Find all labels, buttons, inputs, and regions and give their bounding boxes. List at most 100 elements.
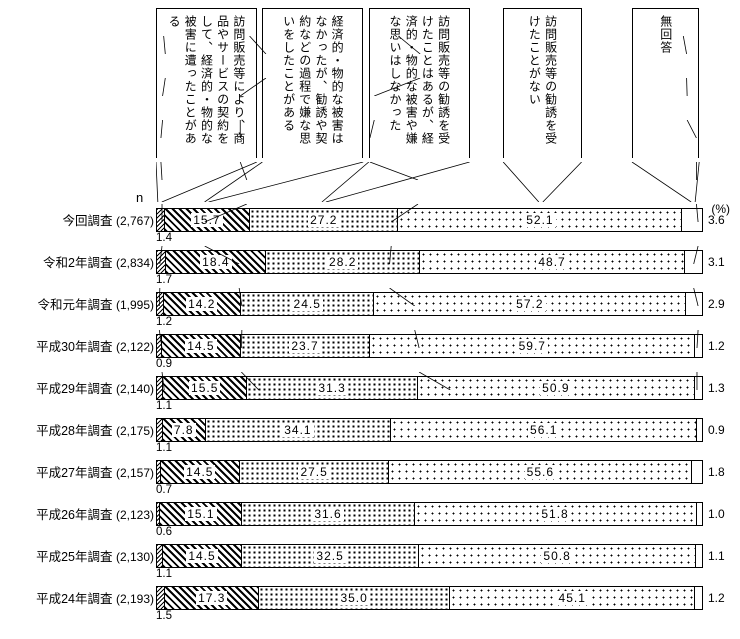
bar-segment-4: 55.6 [389,461,692,483]
segment-value: 48.7 [536,255,567,269]
bar-segment-4: 50.9 [418,377,695,399]
bar-row: 平成30年調査 (2,122)14.523.759.70.91.2 [8,330,732,372]
bar-segment-3: 31.3 [247,377,417,399]
row-label: 平成25年調査 (2,130) [8,546,154,565]
bar-segment-2: 7.8 [163,419,206,441]
segment-value: 18.4 [200,255,231,269]
category-header-4: 訪問販売等の勧誘を受けたことがない [503,8,581,158]
stacked-bar: 14.5 27.5 55.6 [156,460,703,484]
segment-5-value-right: 0.9 [708,423,725,437]
row-label: 平成26年調査 (2,123) [8,504,154,523]
row-n: (2,122) [116,340,154,354]
segment-value: 14.2 [186,297,217,311]
bar-segment-3: 35.0 [259,587,450,609]
bar-row: 令和2年調査 (2,834)18.428.248.71.73.1 [8,246,732,288]
bar-segment-2: 17.3 [165,587,259,609]
survey-name: 平成29年調査 [36,382,112,396]
segment-value: 15.1 [185,507,216,521]
category-header-1: 訪問販売等により、商品やサービスの契約をして、経済的・物的な被害に遭ったことがあ… [156,8,257,158]
segment-5-value-right: 1.8 [708,465,725,479]
bar-segment-3: 27.2 [250,209,398,231]
bar-segment-3: 27.5 [240,461,390,483]
segment-value: 50.9 [540,381,571,395]
segment-5-value-right: 1.3 [708,381,725,395]
bar-row: 平成25年調査 (2,130)14.532.550.81.11.1 [8,540,732,582]
row-label: 令和元年調査 (1,995) [8,294,154,313]
bar-segment-3: 32.5 [242,545,419,567]
bar-segment-2: 14.5 [161,461,240,483]
segment-value: 15.5 [189,381,220,395]
segment-1-value-below: 1.4 [156,232,172,244]
segment-value: 31.6 [312,507,343,521]
segment-5-value-right: 3.1 [708,255,725,269]
bar-segment-2: 14.5 [162,335,241,357]
segment-value: 45.1 [557,591,588,605]
category-header-text: 訪問販売等の勧誘を受けたことがない [526,15,558,156]
segment-value: 55.6 [525,465,556,479]
bar-row: 平成29年調査 (2,140)15.531.350.91.11.3 [8,372,732,414]
n-column-label: n [136,190,143,205]
segment-value: 51.8 [539,507,570,521]
bar-segment-5 [692,461,702,483]
bar-segment-2: 18.4 [166,251,266,273]
segment-value: 52.1 [524,213,555,227]
segment-value: 24.5 [292,297,323,311]
bar-row: 平成27年調査 (2,157)14.527.555.60.71.8 [8,456,732,498]
survey-name: 平成30年調査 [36,340,112,354]
segment-value: 50.8 [541,549,572,563]
segment-5-value-right: 2.9 [708,297,725,311]
segment-5-value-right: 1.1 [708,549,725,563]
bar-segment-2: 14.2 [164,293,241,315]
row-n: (1,995) [116,298,154,312]
row-n: (2,130) [116,550,154,564]
segment-5-value-right: 3.6 [708,213,725,227]
bar-segment-4: 57.2 [374,293,686,315]
survey-name: 令和2年調査 [43,256,112,270]
stacked-bar: 14.2 24.5 57.2 [156,292,703,316]
survey-name: 平成27年調査 [36,466,112,480]
bar-segment-5 [696,545,702,567]
bar-segment-4: 52.1 [398,209,682,231]
bar-segment-4: 56.1 [391,419,697,441]
bar-row: 平成28年調査 (2,175)7.834.156.11.1 0.9 [8,414,732,456]
row-label: 令和2年調査 (2,834) [8,252,154,271]
stacked-bar-chart: 訪問販売等により、商品やサービスの契約をして、経済的・物的な被害に遭ったことがあ… [8,8,732,624]
segment-value: 23.7 [289,339,320,353]
row-n: (2,193) [116,592,154,606]
segment-1-value-below: 0.6 [156,526,172,538]
survey-name: 平成25年調査 [36,550,112,564]
bar-segment-4: 50.8 [419,545,696,567]
bar-segment-4: 59.7 [370,335,695,357]
stacked-bar: 17.3 35.0 45.1 [156,586,703,610]
survey-name: 令和元年調査 [37,298,112,312]
bar-rows: 今回調査 (2,767)15.727.252.11.43.6令和2年調査 (2,… [8,204,732,624]
bar-segment-2: 15.7 [165,209,251,231]
bar-segment-5 [695,335,702,357]
stacked-bar: 7.834.156.1 [156,418,703,442]
bar-segment-3: 31.6 [242,503,414,525]
segment-value: 35.0 [338,591,369,605]
segment-1-value-below: 1.1 [156,442,172,454]
segment-value: 59.7 [517,339,548,353]
category-header-text: 訪問販売等により、商品やサービスの契約をして、経済的・物的な被害に遭ったことがあ… [166,15,247,156]
segment-value: 15.7 [191,213,222,227]
bar-segment-3: 28.2 [266,251,420,273]
row-label: 平成29年調査 (2,140) [8,378,154,397]
segment-value: 7.8 [172,423,196,437]
row-n: (2,175) [116,424,154,438]
segment-value: 14.5 [184,465,215,479]
category-header-5: 無回答 [632,8,699,158]
bar-segment-3: 23.7 [241,335,370,357]
survey-name: 平成28年調査 [36,424,112,438]
bar-segment-5 [682,209,702,231]
bar-segment-5 [695,587,702,609]
bar-segment-4: 45.1 [450,587,696,609]
segment-value: 27.5 [298,465,329,479]
segment-5-value-right: 1.2 [708,339,725,353]
bar-segment-5 [685,251,702,273]
stacked-bar: 18.4 28.2 48.7 [156,250,703,274]
segment-value: 57.2 [514,297,545,311]
category-header-2: 経済的・物的な被害はなかったが、勧誘や契約などの過程で嫌な思いをしたことがある [262,8,363,158]
category-header-text: 訪問販売等の勧誘を受けたことはあるが、経済的・物的な被害や嫌な思いはしなかった [387,15,452,156]
segment-value: 56.1 [528,423,559,437]
